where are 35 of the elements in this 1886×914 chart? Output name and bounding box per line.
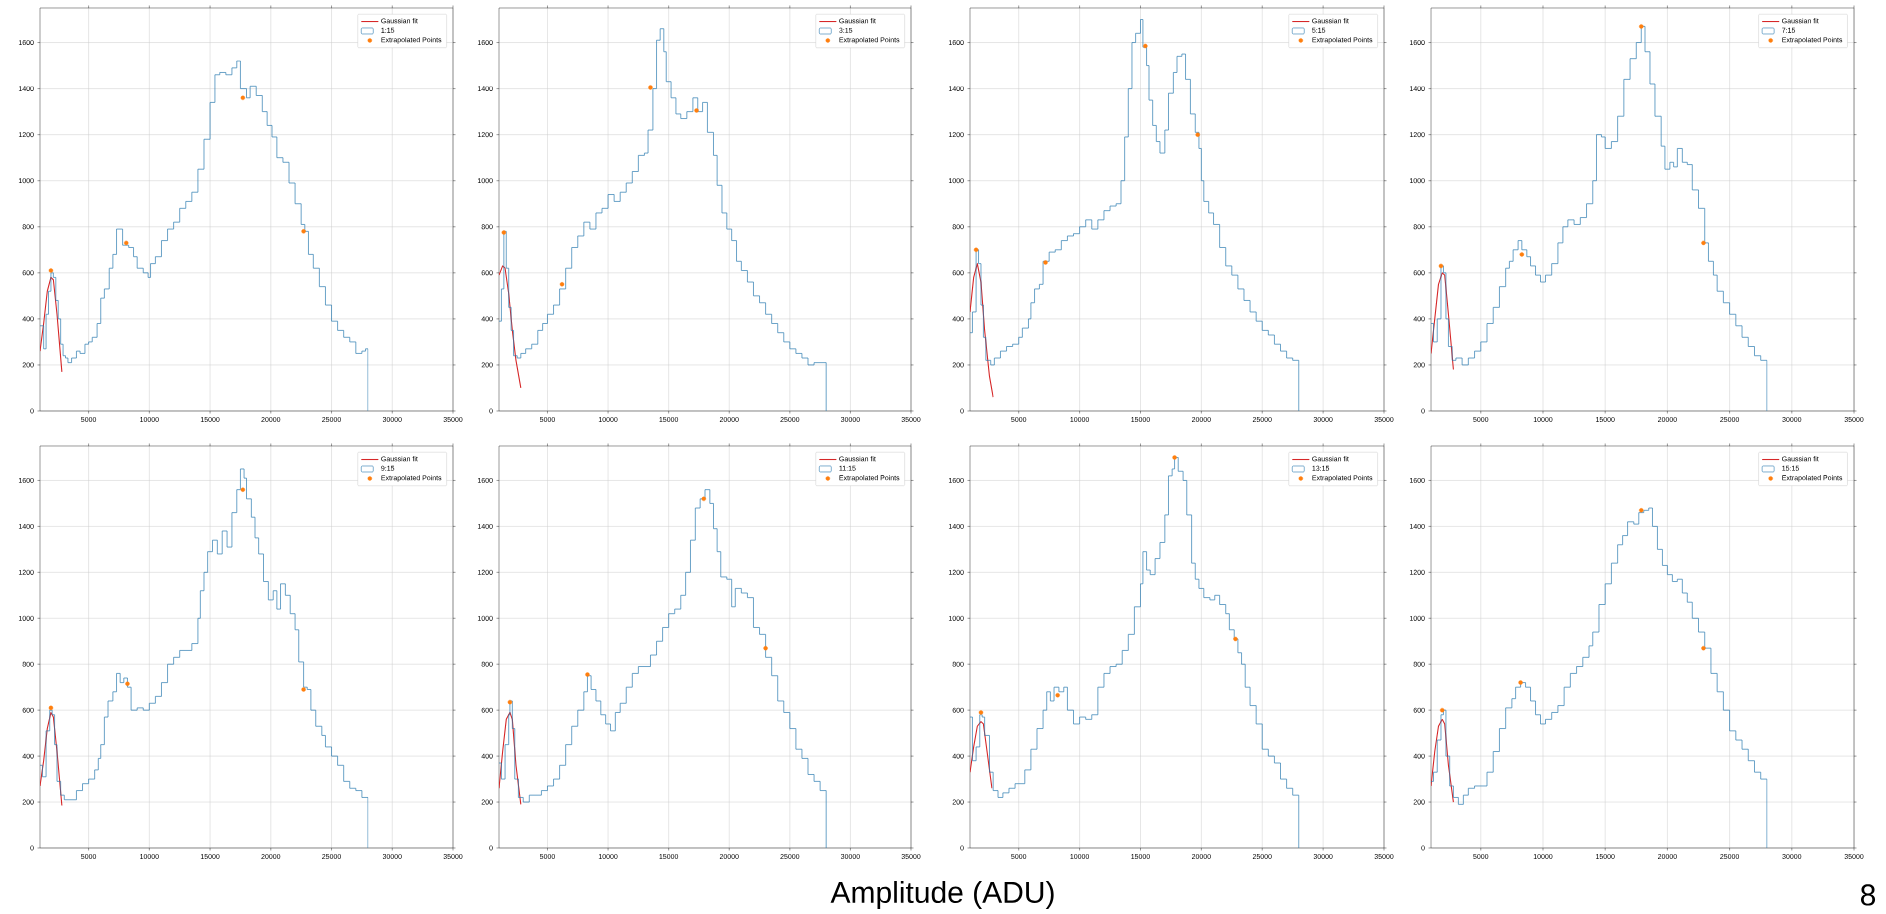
point bbox=[1438, 263, 1444, 269]
point bbox=[507, 699, 513, 705]
point bbox=[125, 681, 130, 686]
point bbox=[1055, 693, 1060, 698]
text: 8 bbox=[1860, 884, 1876, 906]
point bbox=[1172, 455, 1177, 460]
point bbox=[501, 230, 507, 235]
point bbox=[648, 85, 653, 90]
point bbox=[559, 282, 565, 287]
point bbox=[694, 108, 699, 113]
point bbox=[1043, 260, 1048, 265]
point bbox=[301, 229, 306, 234]
line-series bbox=[40, 276, 63, 373]
point bbox=[301, 687, 306, 692]
point bbox=[978, 710, 984, 715]
point bbox=[48, 705, 54, 711]
point bbox=[1519, 252, 1525, 257]
point bbox=[48, 268, 54, 273]
point bbox=[585, 672, 590, 677]
point bbox=[973, 247, 979, 252]
point bbox=[124, 240, 129, 246]
point bbox=[1233, 636, 1238, 642]
point bbox=[1639, 24, 1644, 29]
point bbox=[240, 487, 246, 492]
point bbox=[1701, 240, 1706, 246]
point bbox=[701, 496, 706, 502]
point bbox=[1143, 43, 1148, 49]
point bbox=[763, 645, 768, 651]
point bbox=[1440, 707, 1445, 713]
point bbox=[1518, 680, 1523, 685]
x-axis-title: Amplitude (ADU) bbox=[830, 881, 1054, 909]
point bbox=[1639, 508, 1644, 513]
point bbox=[1701, 645, 1706, 651]
point bbox=[240, 95, 246, 101]
point bbox=[1195, 132, 1200, 137]
